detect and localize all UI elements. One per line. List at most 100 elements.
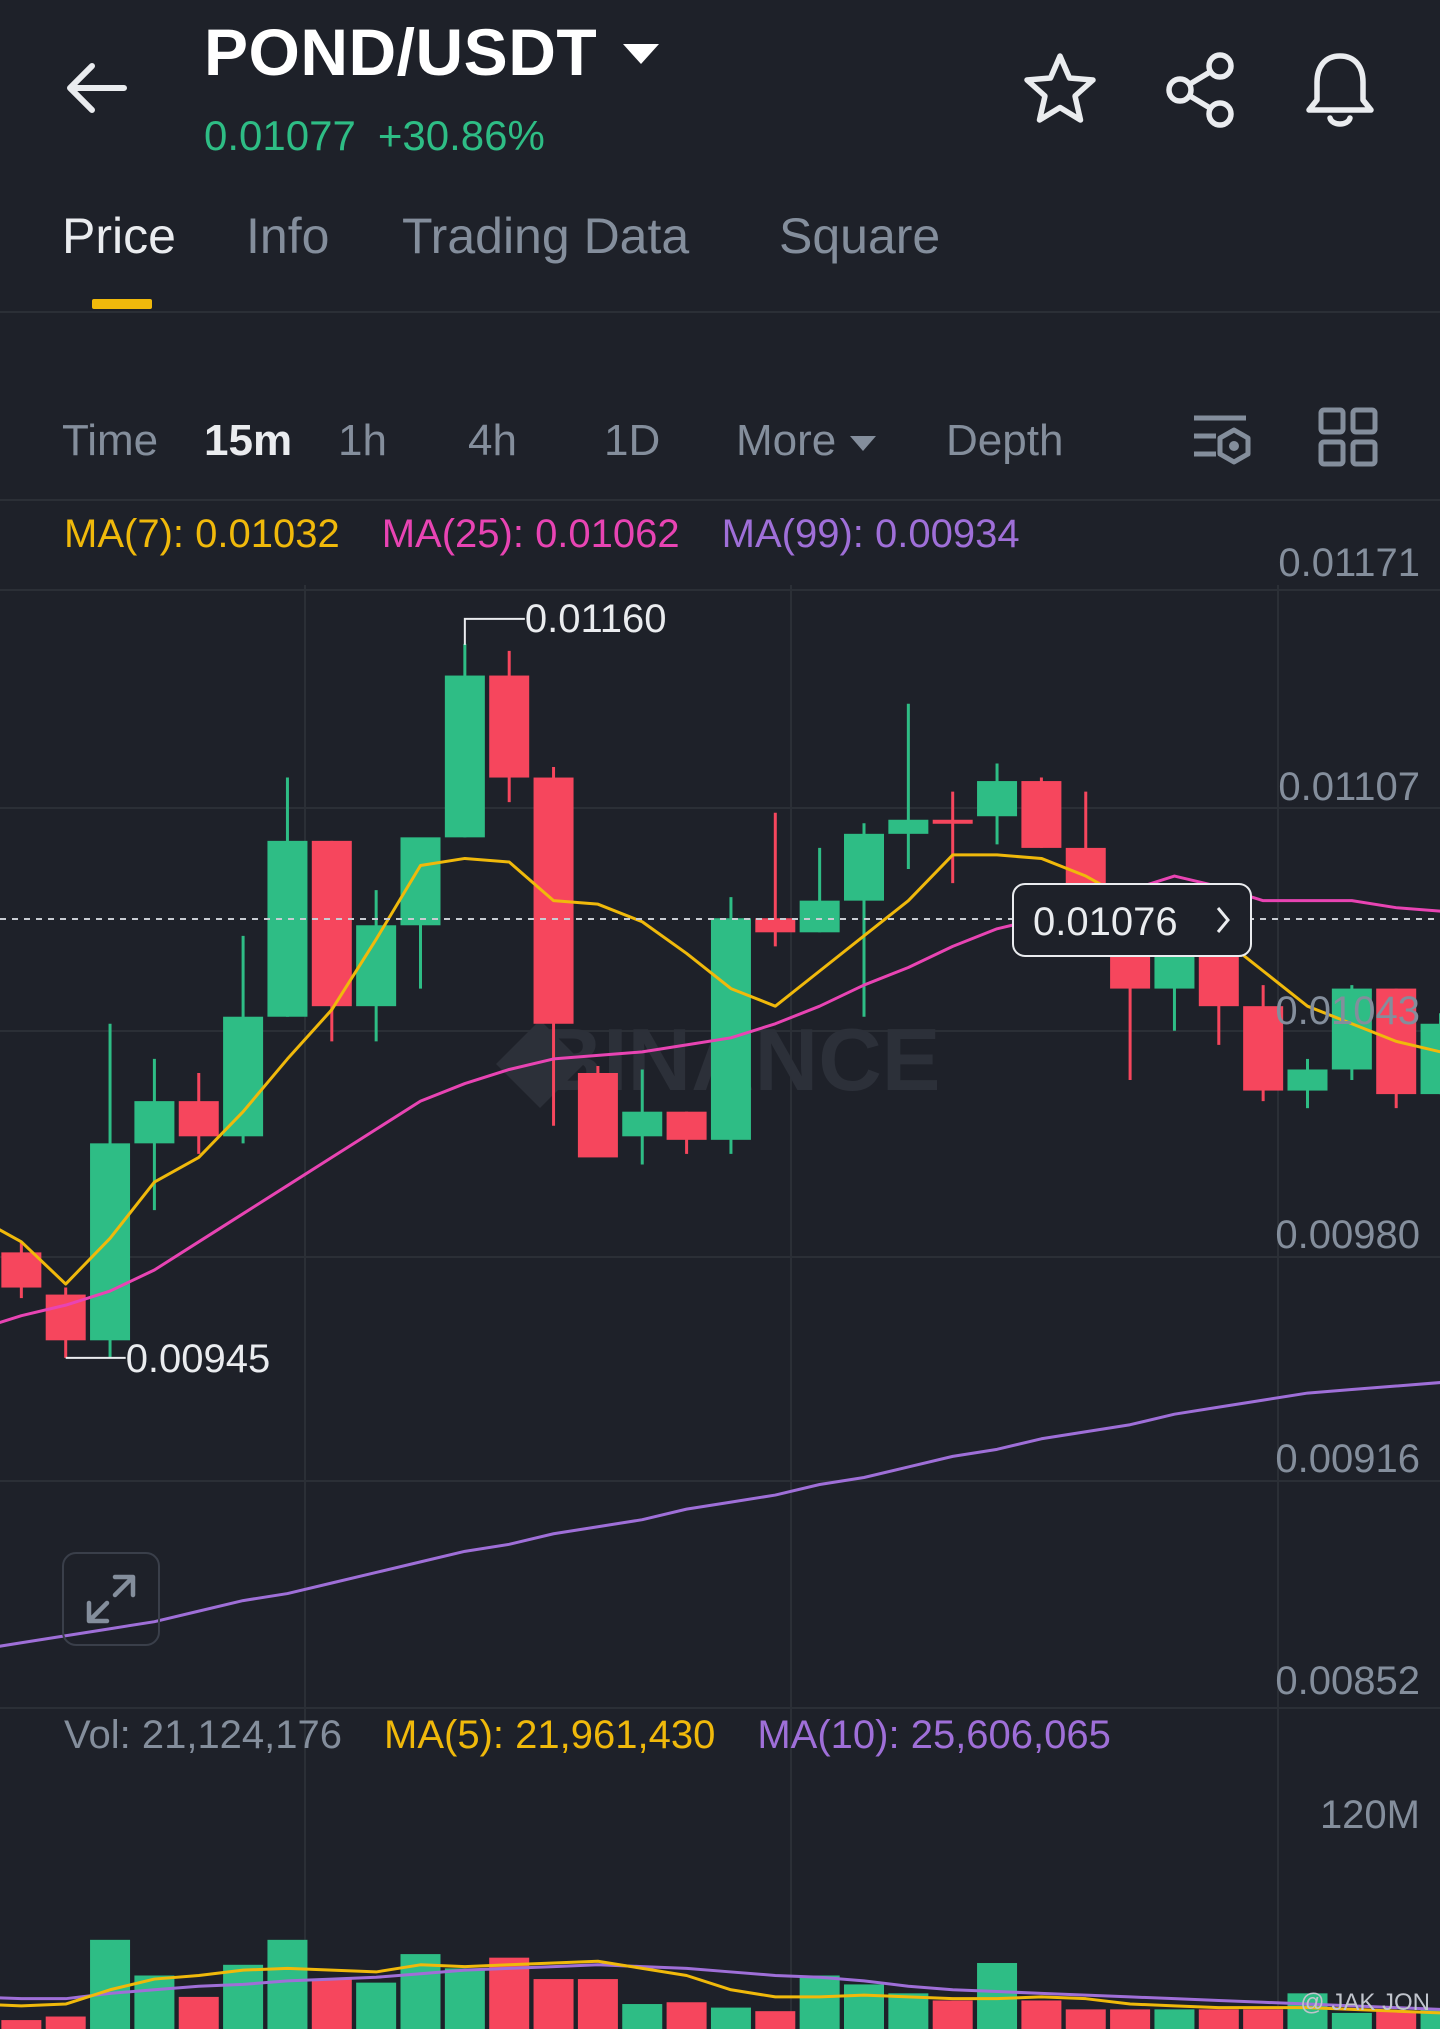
price-axis-label: 0.00916 [1275,1437,1420,1481]
tf-depth[interactable]: Depth [946,416,1064,465]
back-arrow-icon[interactable] [58,48,138,128]
chevron-down-icon[interactable] [623,44,660,64]
pair-selector[interactable]: POND/USDT [204,14,660,90]
ma7-value: MA(7): 0.01032 [64,512,340,556]
expand-icon[interactable] [62,1552,160,1646]
current-price-label: 0.01076 [1033,900,1178,944]
volume-bar [1021,2000,1062,2029]
volume-bar [799,1975,840,2029]
candle-body [223,1016,264,1137]
credit-text: @ JAK JON [1300,1989,1430,2016]
tf-1h[interactable]: 1h [338,416,387,465]
volume-bar [1420,2009,1440,2029]
candle-body [267,840,308,1017]
candle-body [755,918,796,933]
bell-icon[interactable] [1298,48,1382,132]
candle-body [1243,1006,1284,1091]
ma99-line [0,1381,1440,1648]
high-price-label: 0.01160 [525,597,667,641]
vol-ma5-value: MA(5): 21,961,430 [384,1713,716,1757]
volume-bar [444,1968,485,2029]
ma99-value: MA(99): 0.00934 [721,512,1020,556]
volume-axis-label: 120M [1320,1793,1420,1837]
active-tab-indicator [92,299,152,309]
candle-body [977,781,1018,817]
ma-legend: MA(7): 0.01032 MA(25): 0.01062 MA(99): 0… [64,512,1020,557]
tab-trading-data[interactable]: Trading Data [402,208,690,264]
tf-time[interactable]: Time [62,416,159,465]
candle-body [1287,1069,1328,1091]
candle-body [1420,1023,1440,1095]
volume-bar [1198,2009,1239,2029]
volume-bar [1331,2012,1372,2029]
volume-bar [1154,2009,1195,2029]
tf-1d[interactable]: 1D [604,416,661,465]
volume-bar [356,1982,397,2029]
header: POND/USDT 0.01077 +30.86% [0,0,1440,175]
tab-price[interactable]: Price [62,208,176,264]
tab-info[interactable]: Info [246,208,330,264]
current-price-tag[interactable] [1012,883,1252,957]
volume-bar [1,2020,42,2029]
star-icon[interactable] [1018,48,1102,132]
vol-ma10-line [0,1963,1440,2011]
tf-4h[interactable]: 4h [468,416,517,465]
vol-ma5-line [0,1959,1440,2015]
price-axis-label: 0.01107 [1278,765,1420,809]
binance-logo-icon [496,1020,584,1108]
pair-title: POND/USDT [204,15,598,89]
low-price-label: 0.00945 [126,1337,271,1381]
volume-value: Vol: 21,124,176 [64,1713,343,1757]
price-axis-label: 0.01171 [1278,541,1420,585]
volume-legend: Vol: 21,124,176 MA(5): 21,961,430 MA(10)… [64,1713,1111,1758]
volume-bar [1376,2011,1417,2029]
main-tabs: Price Info Trading Data Square [0,195,1440,313]
volume-bar [710,2007,751,2029]
price-axis-label: 0.00980 [1275,1213,1420,1257]
high-marker-line [463,617,525,645]
volume-bar [755,2011,796,2029]
tab-square[interactable]: Square [779,208,941,264]
volume-bar [1287,1993,1328,2029]
volume-bar [1065,2009,1106,2029]
price-summary: 0.01077 +30.86% [204,112,545,160]
candle-body [444,675,485,838]
volume-bar [178,1996,219,2029]
volume-bar [932,2000,973,2029]
chart-settings-icon[interactable] [1190,404,1256,470]
tf-more[interactable]: More [736,416,877,466]
volume-bar [134,1975,175,2029]
chevron-right-icon [1216,907,1230,933]
volume-bar [977,1963,1018,2029]
candle-body [400,837,441,926]
tf-15m[interactable]: 15m [204,416,293,465]
volume-bar [622,2004,663,2029]
tf-more-label: More [736,416,837,465]
grid-icon[interactable] [1315,404,1381,470]
volume-bar [90,1939,131,2029]
last-price: 0.01077 [204,112,356,159]
candle-body [844,833,884,901]
candle-body [577,1073,618,1158]
candle-body [311,840,352,1007]
candle-body [178,1101,219,1137]
caret-down-icon [850,435,877,451]
share-icon[interactable] [1158,48,1242,132]
candle-body [799,900,840,933]
volume-bar [1243,2009,1284,2029]
divider [0,499,1440,501]
volume-bar [844,1984,884,2029]
volume-bar [533,1979,574,2029]
volume-bar [666,2002,707,2029]
candle-body [90,1143,131,1341]
candle-body [932,819,973,824]
vol-ma10-value: MA(10): 25,606,065 [757,1713,1111,1757]
volume-bar [45,2016,86,2029]
candle-body [134,1101,175,1144]
volume-bar [223,1964,264,2029]
volume-bar [267,1939,308,2029]
candle-body [710,918,751,1140]
volume-bar [577,1979,618,2029]
candle-body [1021,781,1062,848]
